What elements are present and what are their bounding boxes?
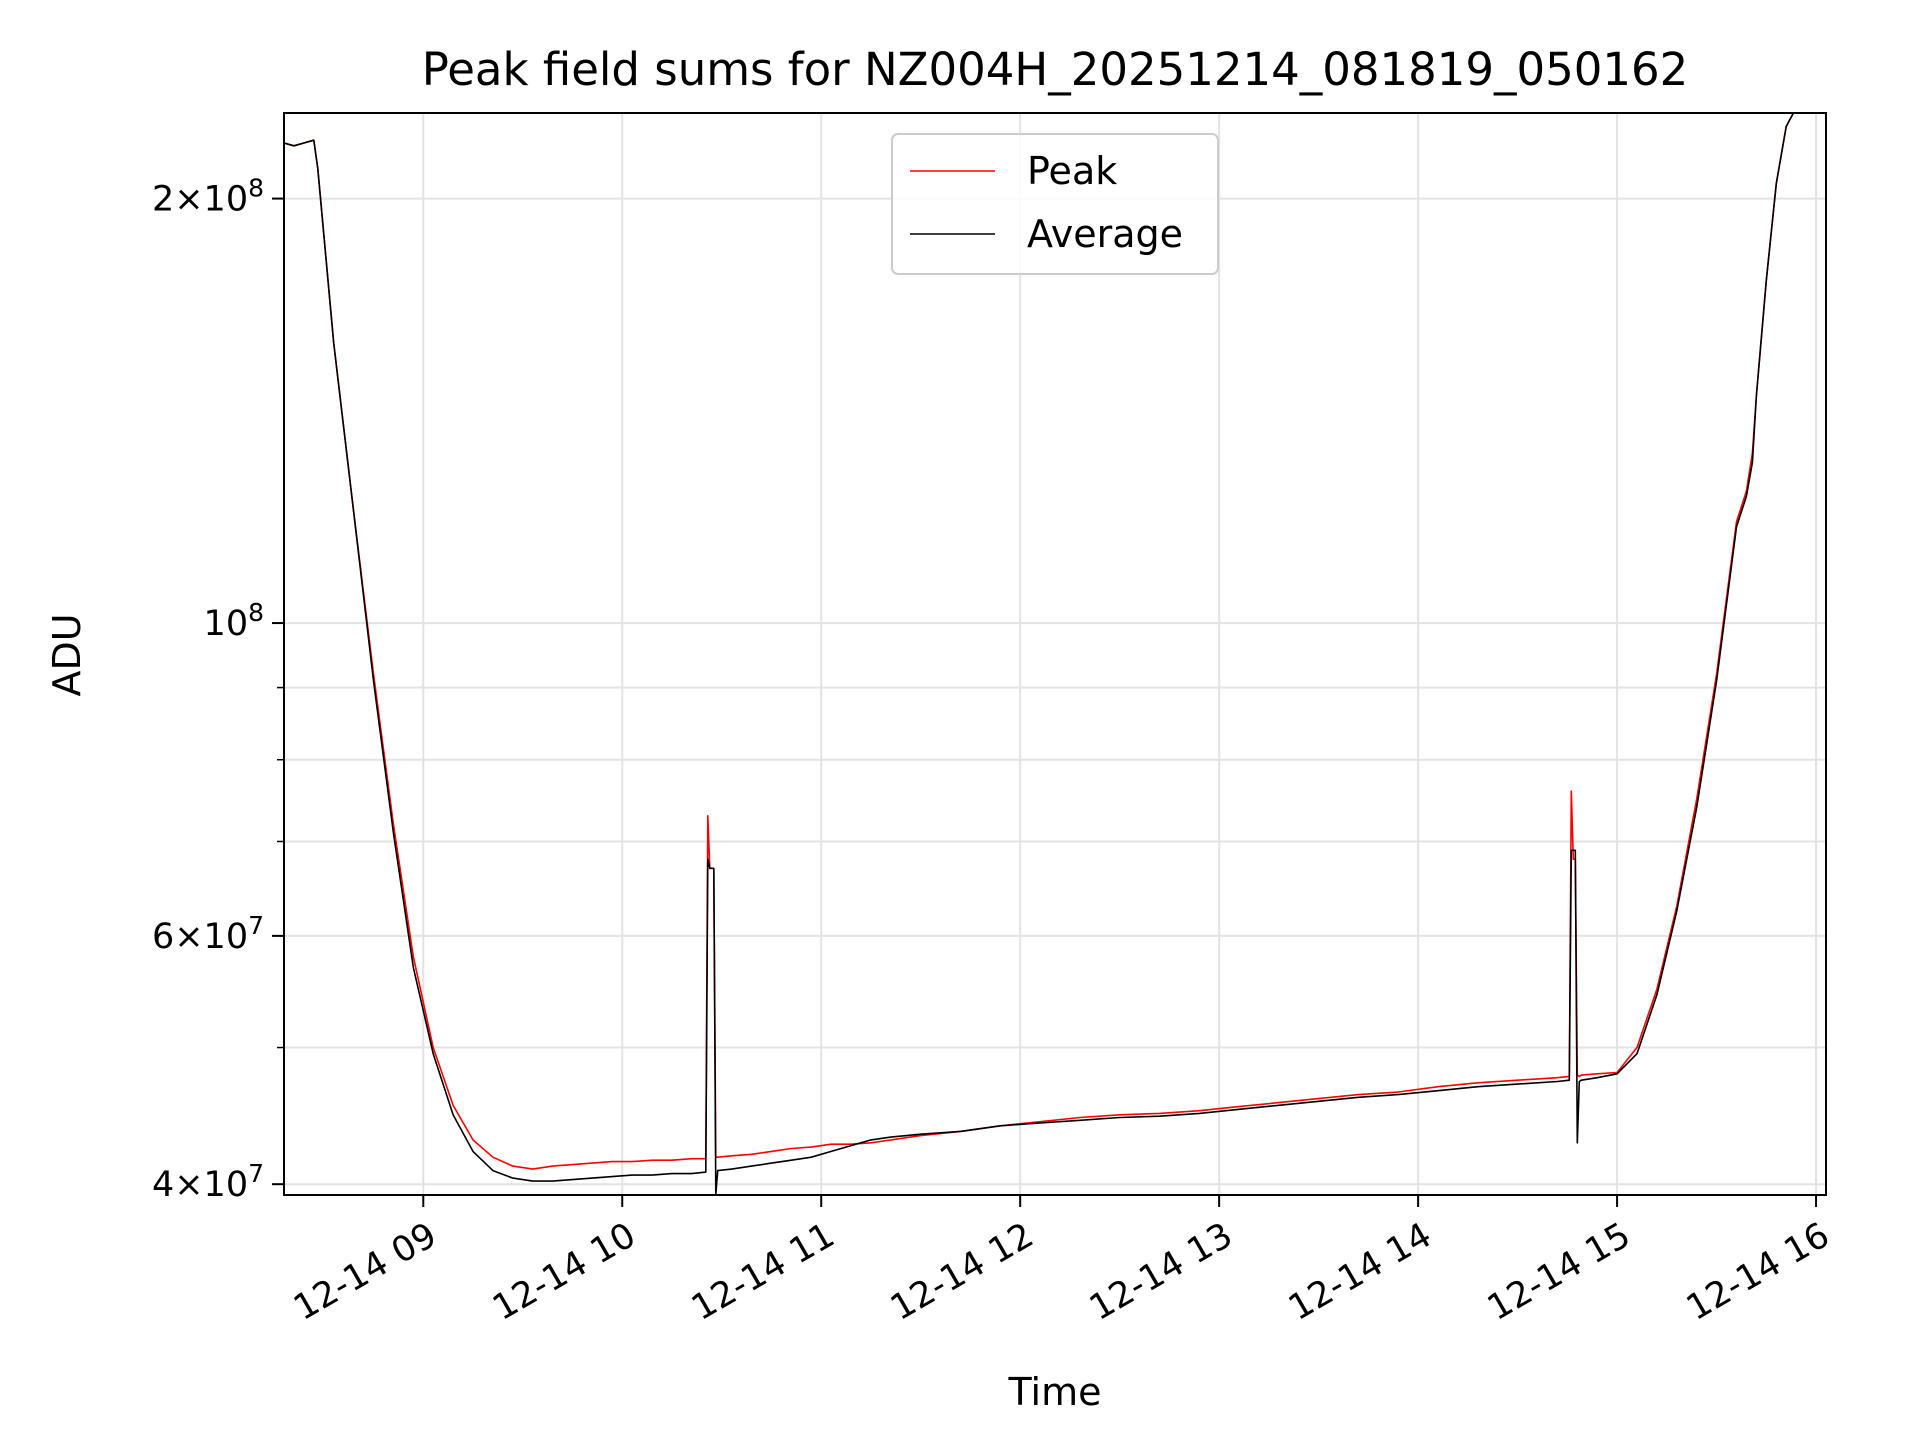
x-axis-label: Time (1008, 1370, 1102, 1414)
y-tick-exponent: 8 (248, 173, 264, 202)
series-line-peak (284, 113, 1795, 1170)
y-tick-exponent: 7 (248, 1159, 264, 1188)
grid (284, 113, 1826, 1195)
series-line-average (284, 113, 1795, 1195)
y-tick-label: 108 (204, 598, 264, 645)
legend-box (891, 133, 1219, 275)
y-tick-exponent: 7 (248, 910, 264, 939)
legend-label-peak: Peak (1027, 149, 1117, 193)
y-tick-label: 2×108 (152, 173, 264, 220)
chart-title: Peak field sums for NZ004H_20251214_0818… (422, 43, 1689, 96)
plot-frame (283, 112, 1827, 1196)
y-axis-label: ADU (45, 613, 89, 696)
legend-label-average: Average (1027, 212, 1183, 256)
y-tick-label: 6×107 (152, 910, 264, 957)
y-tick-exponent: 8 (248, 598, 264, 627)
y-tick-label: 4×107 (152, 1159, 264, 1206)
y-tick-mantissa: 6 (152, 917, 174, 957)
y-tick-mantissa: 2 (152, 180, 174, 220)
y-tick-mantissa: 4 (152, 1165, 174, 1205)
series-layer (284, 113, 1795, 1195)
legend: Peak Average (891, 133, 1219, 275)
